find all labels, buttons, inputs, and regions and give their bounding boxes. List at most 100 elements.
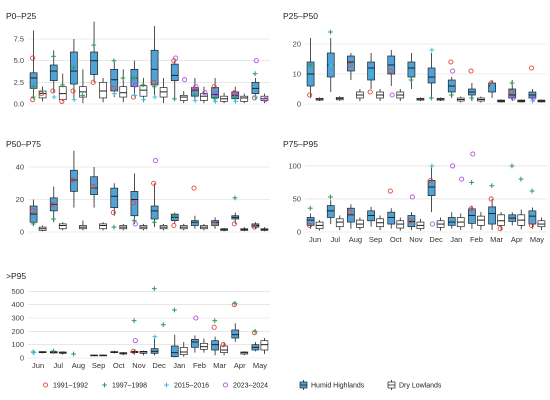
year-marker bbox=[151, 180, 157, 186]
year-marker bbox=[110, 85, 116, 91]
y-tick-label: 5.0 bbox=[14, 56, 24, 65]
box-body bbox=[99, 81, 107, 99]
legend-item: 2015–2016 bbox=[164, 382, 209, 390]
dry-box bbox=[38, 351, 47, 354]
month-label: May bbox=[530, 235, 544, 244]
box-body bbox=[335, 218, 344, 228]
year-marker bbox=[111, 224, 117, 230]
y-tick-label: 0.0 bbox=[14, 100, 24, 109]
humid-box bbox=[150, 338, 159, 356]
year-marker bbox=[172, 96, 177, 102]
box-body bbox=[139, 85, 148, 97]
legend-item: Humid Highlands bbox=[299, 380, 365, 390]
box-body bbox=[49, 64, 58, 81]
dry-box bbox=[200, 338, 208, 353]
box-body bbox=[427, 67, 436, 84]
year-marker bbox=[30, 97, 36, 103]
year-marker bbox=[508, 89, 514, 95]
month-label: Feb bbox=[470, 235, 483, 244]
y-tick-label: 0 bbox=[20, 228, 24, 237]
panel-title: P75–P95 bbox=[283, 139, 318, 149]
y-tick-label: 100 bbox=[11, 340, 24, 349]
month-label: Dec bbox=[429, 235, 443, 244]
y-tick-label: 7.5 bbox=[14, 35, 24, 44]
year-marker bbox=[497, 226, 503, 232]
year-marker bbox=[409, 194, 415, 200]
legend-marker bbox=[164, 382, 169, 388]
year-marker bbox=[530, 95, 536, 101]
humid-box bbox=[488, 80, 496, 98]
box-body bbox=[170, 63, 179, 81]
box-body bbox=[99, 223, 107, 230]
legend-marker bbox=[222, 382, 229, 388]
dry-box bbox=[139, 350, 148, 356]
dry-box bbox=[220, 227, 228, 232]
dry-box bbox=[99, 222, 107, 231]
year-marker bbox=[448, 59, 454, 65]
month-label: Jun bbox=[32, 361, 44, 370]
humid-box bbox=[306, 38, 315, 98]
month-label: Jul bbox=[53, 361, 63, 370]
dry-box bbox=[356, 89, 364, 101]
year-marker bbox=[231, 302, 237, 308]
y-tick-label: 20 bbox=[16, 195, 24, 204]
month-label: Jul bbox=[330, 235, 340, 244]
dry-box bbox=[416, 218, 425, 231]
legend-item: 1997–1998 bbox=[102, 382, 147, 390]
humid-box bbox=[387, 50, 396, 86]
dry-box bbox=[517, 99, 526, 103]
dry-box bbox=[200, 86, 208, 104]
year-marker bbox=[110, 209, 116, 216]
year-marker bbox=[469, 95, 475, 101]
month-label: Apr bbox=[234, 361, 246, 370]
year-marker bbox=[468, 68, 474, 74]
dry-box bbox=[456, 213, 465, 231]
dry-box bbox=[200, 223, 208, 231]
panel-3: P50–P75 0 20 40 bbox=[6, 139, 270, 237]
month-label: May bbox=[253, 361, 267, 370]
year-marker bbox=[509, 163, 515, 169]
humid-box bbox=[367, 206, 375, 227]
year-marker bbox=[112, 91, 117, 96]
humid-box bbox=[488, 198, 496, 231]
dry-box bbox=[315, 220, 324, 231]
box-body bbox=[488, 206, 496, 225]
box-body bbox=[528, 210, 537, 225]
year-marker bbox=[407, 218, 414, 224]
month-label: Feb bbox=[193, 361, 206, 370]
dry-box bbox=[240, 351, 249, 356]
box-body bbox=[477, 215, 485, 226]
box-body bbox=[150, 49, 159, 86]
humid-box bbox=[427, 53, 436, 98]
year-marker bbox=[489, 183, 495, 189]
year-marker bbox=[132, 338, 138, 344]
year-marker bbox=[232, 195, 238, 201]
box-body bbox=[90, 176, 98, 195]
box-body bbox=[70, 169, 78, 192]
year-marker bbox=[488, 80, 494, 86]
year-marker bbox=[192, 98, 198, 103]
year-marker bbox=[193, 315, 199, 321]
humid-box bbox=[427, 165, 436, 213]
year-marker bbox=[213, 91, 219, 97]
box-body bbox=[170, 345, 179, 358]
year-marker bbox=[468, 206, 474, 212]
humid-box bbox=[90, 21, 98, 83]
year-marker bbox=[367, 89, 373, 95]
legend-item: Dry Lowlands bbox=[387, 380, 442, 390]
year-marker bbox=[131, 75, 137, 81]
year-marker bbox=[140, 82, 146, 88]
month-label: Oct bbox=[390, 235, 403, 244]
box-body bbox=[130, 191, 139, 217]
dry-box bbox=[179, 223, 188, 231]
box-body bbox=[367, 61, 375, 81]
humid-box bbox=[49, 186, 58, 223]
year-marker bbox=[50, 201, 56, 207]
year-marker bbox=[368, 71, 374, 77]
year-marker bbox=[51, 216, 56, 222]
dry-box bbox=[537, 99, 546, 103]
dry-box bbox=[119, 69, 128, 103]
humid-box bbox=[130, 350, 139, 355]
humid-box bbox=[70, 150, 78, 208]
year-marker bbox=[232, 94, 238, 100]
